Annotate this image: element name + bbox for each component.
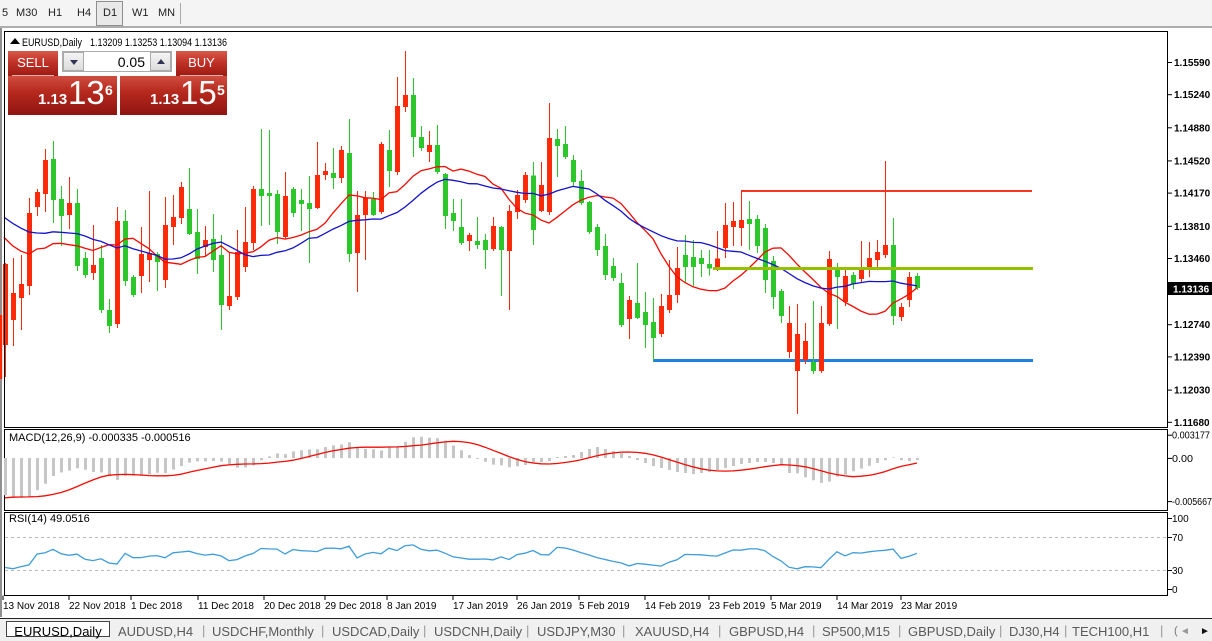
svg-text:1.13810: 1.13810 xyxy=(1174,222,1211,233)
svg-text:26 Jan 2019: 26 Jan 2019 xyxy=(517,601,572,612)
svg-text:1.14520: 1.14520 xyxy=(1174,156,1211,167)
svg-text:0: 0 xyxy=(1172,585,1178,596)
svg-text:0.003177: 0.003177 xyxy=(1172,431,1210,442)
svg-text:1.12030: 1.12030 xyxy=(1174,386,1211,397)
svg-text:23 Feb 2019: 23 Feb 2019 xyxy=(709,601,766,612)
svg-text:70: 70 xyxy=(1172,533,1184,544)
svg-text:1.15590: 1.15590 xyxy=(1174,58,1211,69)
svg-text:1.13209 1.13253 1.13094 1.1313: 1.13209 1.13253 1.13094 1.13136 xyxy=(90,37,227,49)
svg-text:MACD(12,26,9) -0.000335 -0.000: MACD(12,26,9) -0.000335 -0.000516 xyxy=(9,432,191,444)
svg-text:0.00: 0.00 xyxy=(1172,454,1193,465)
svg-text:1.13136: 1.13136 xyxy=(1173,285,1210,296)
svg-text:20 Dec 2018: 20 Dec 2018 xyxy=(264,601,321,612)
svg-text:EURUSD,Daily: EURUSD,Daily xyxy=(22,37,82,49)
svg-text:14 Mar 2019: 14 Mar 2019 xyxy=(837,601,894,612)
svg-text:-0.005667: -0.005667 xyxy=(1172,497,1212,508)
svg-text:8 Jan 2019: 8 Jan 2019 xyxy=(387,601,437,612)
svg-text:100: 100 xyxy=(1172,514,1189,525)
svg-text:17 Jan 2019: 17 Jan 2019 xyxy=(453,601,508,612)
svg-text:14 Feb 2019: 14 Feb 2019 xyxy=(645,601,702,612)
svg-text:13 Nov 2018: 13 Nov 2018 xyxy=(3,601,60,612)
svg-text:23 Mar 2019: 23 Mar 2019 xyxy=(901,601,958,612)
svg-text:1.14170: 1.14170 xyxy=(1174,189,1211,200)
svg-text:22 Nov 2018: 22 Nov 2018 xyxy=(69,601,126,612)
svg-text:1.14880: 1.14880 xyxy=(1174,123,1211,134)
svg-text:RSI(14) 49.0516: RSI(14) 49.0516 xyxy=(9,513,90,525)
svg-text:30: 30 xyxy=(1172,566,1184,577)
svg-text:5 Mar 2019: 5 Mar 2019 xyxy=(771,601,822,612)
svg-text:1.12390: 1.12390 xyxy=(1174,352,1211,363)
svg-text:11 Dec 2018: 11 Dec 2018 xyxy=(198,601,254,612)
svg-text:1.13460: 1.13460 xyxy=(1174,254,1211,265)
svg-text:1.12740: 1.12740 xyxy=(1174,320,1211,331)
svg-text:1.15240: 1.15240 xyxy=(1174,90,1211,101)
svg-text:1 Dec 2018: 1 Dec 2018 xyxy=(131,601,183,612)
svg-text:29 Dec 2018: 29 Dec 2018 xyxy=(325,601,382,612)
svg-text:5 Feb 2019: 5 Feb 2019 xyxy=(579,601,630,612)
svg-text:1.11680: 1.11680 xyxy=(1174,418,1210,429)
